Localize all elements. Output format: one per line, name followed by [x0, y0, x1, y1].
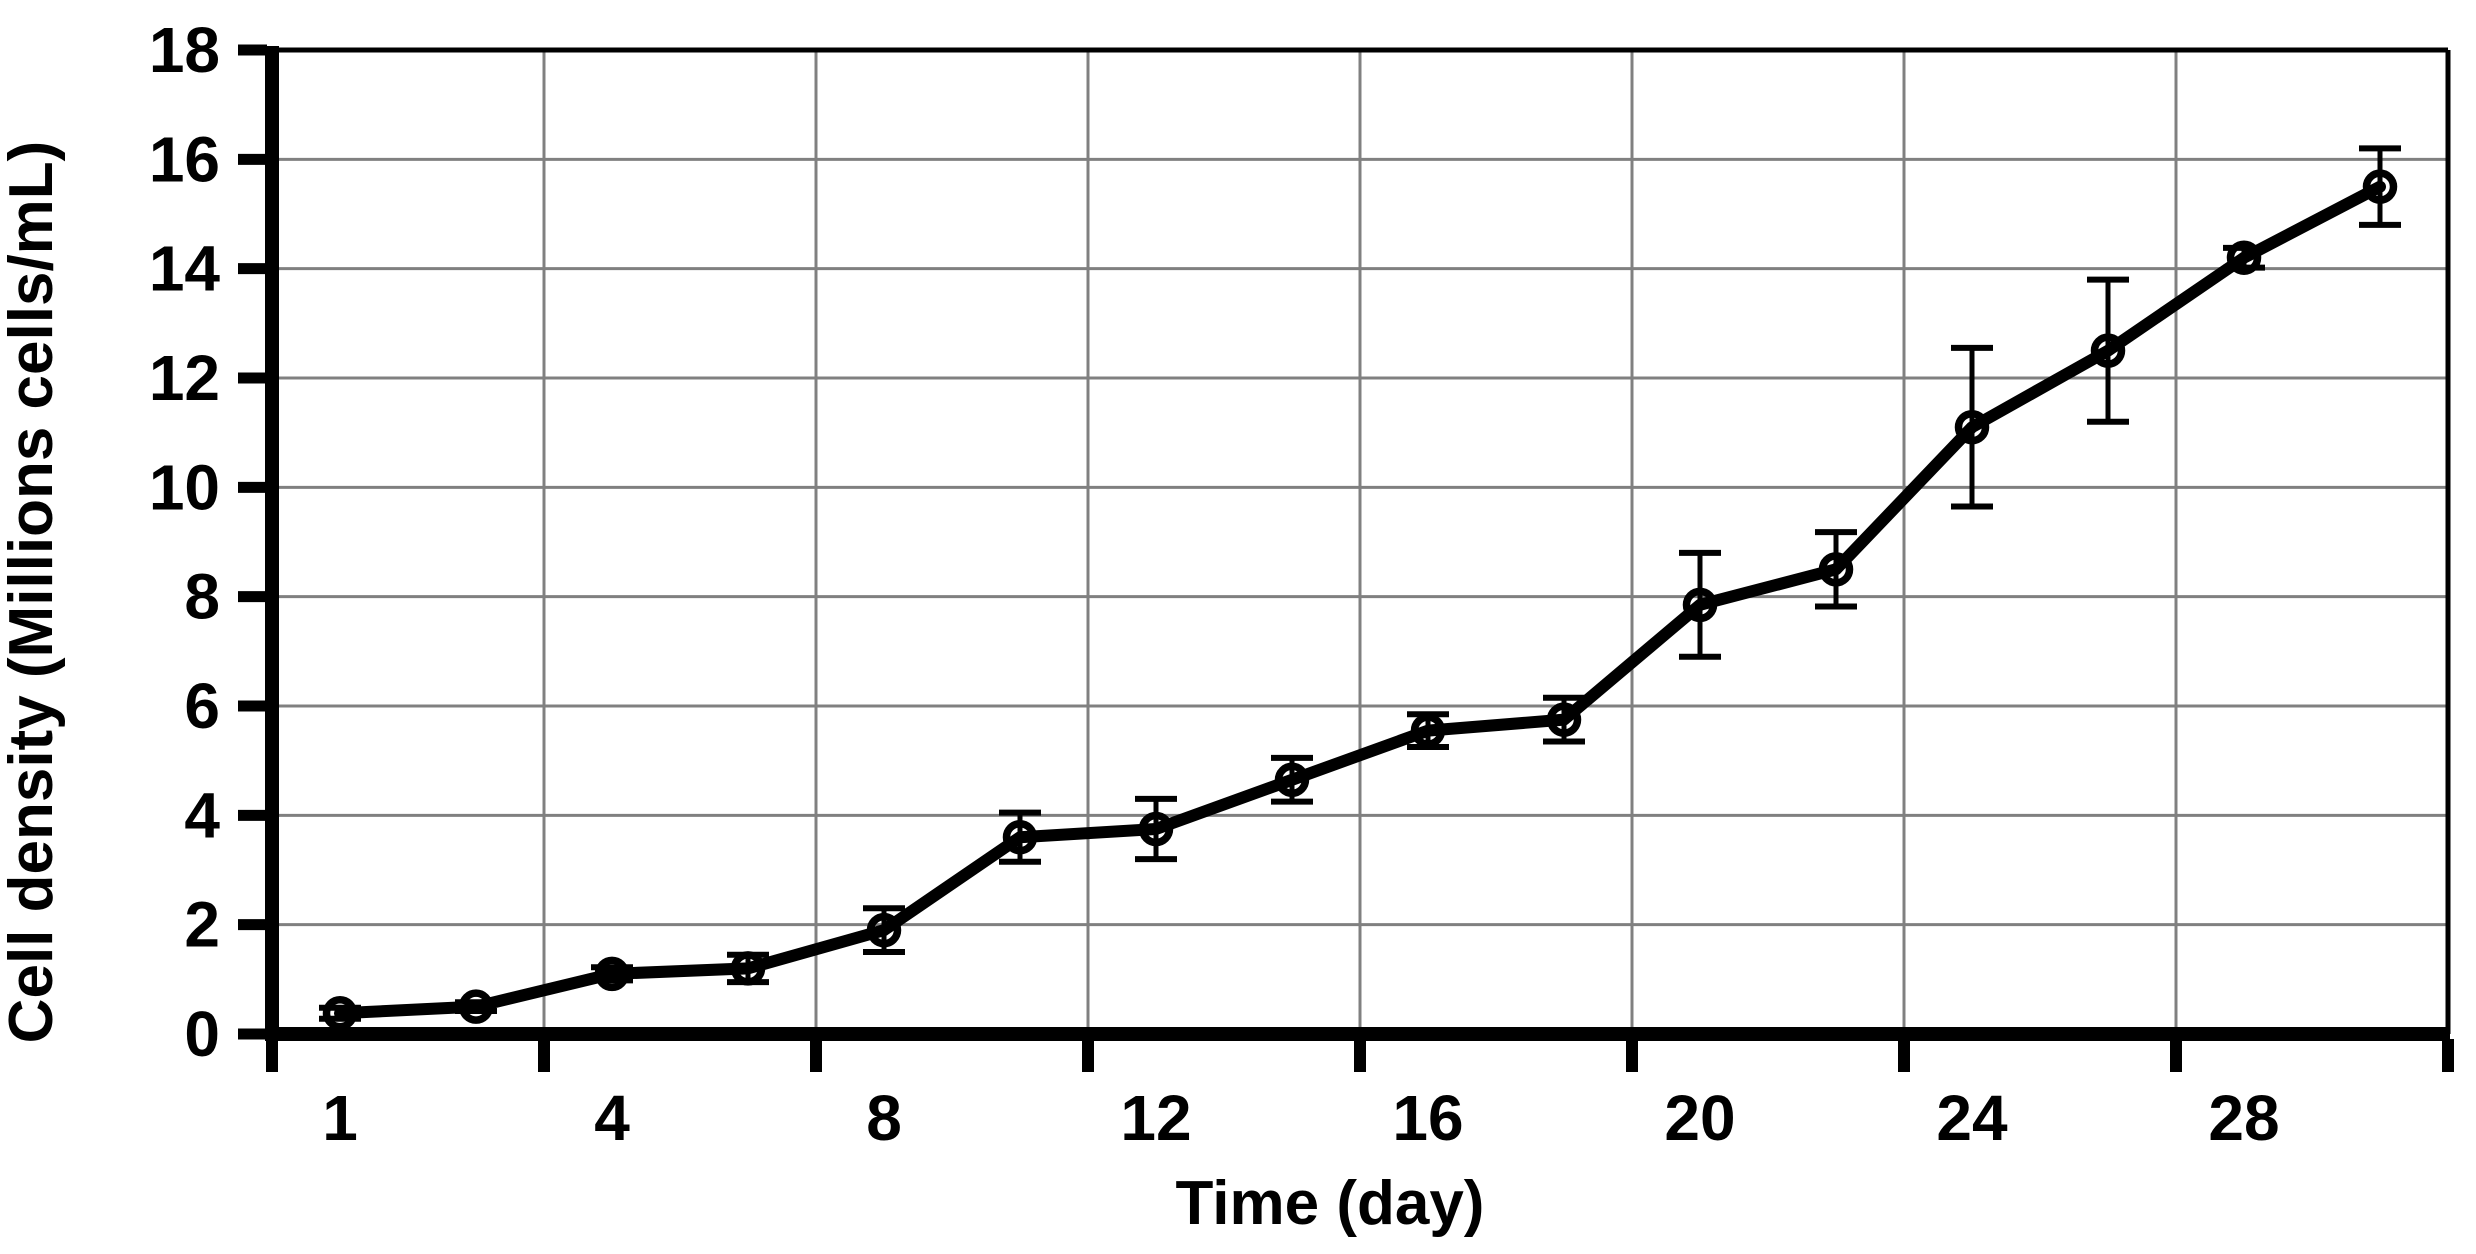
x-tick-label: 8	[866, 1082, 902, 1154]
y-tick-label: 6	[184, 670, 220, 742]
y-axis-title: Cell density (Millions cells/mL)	[0, 141, 66, 1044]
x-tick-label: 28	[2208, 1082, 2279, 1154]
x-tick-label: 1	[322, 1082, 358, 1154]
series-polyline	[334, 180, 2386, 1020]
y-tick-label: 10	[149, 451, 220, 523]
y-tick-label: 14	[149, 233, 221, 305]
plot-border	[272, 47, 2451, 1034]
axes-and-ticks	[238, 44, 2454, 1072]
data-point-marker	[1138, 811, 1174, 847]
data-point-marker	[2362, 169, 2398, 204]
data-point-marker	[866, 912, 902, 948]
x-axis-title: Time (day)	[1176, 1169, 1485, 1238]
data-point-marker	[594, 956, 630, 992]
gridlines	[272, 50, 2448, 1034]
x-tick-label: 4	[594, 1082, 630, 1154]
data-point-marker	[2090, 333, 2126, 368]
data-point-marker	[458, 989, 494, 1024]
x-tick-label: 24	[1936, 1082, 2008, 1154]
y-tick-label: 12	[149, 342, 220, 414]
data-point-markers	[322, 169, 2398, 1031]
data-point-marker	[1818, 552, 1854, 587]
y-tick-label: 18	[149, 14, 220, 86]
data-point-marker	[1002, 819, 1038, 855]
y-tick-label: 4	[184, 779, 220, 851]
y-tick-label: 16	[149, 123, 220, 195]
x-tick-label: 20	[1664, 1082, 1735, 1154]
data-point-marker	[1546, 702, 1582, 737]
data-point-marker	[1274, 762, 1310, 798]
series-line	[334, 180, 2386, 1020]
data-point-marker	[2226, 240, 2262, 275]
data-point-marker	[1410, 713, 1446, 748]
data-point-marker	[1954, 409, 1990, 445]
data-point-marker	[730, 951, 766, 986]
x-tick-label: 16	[1392, 1082, 1463, 1154]
data-point-marker	[1682, 587, 1718, 623]
data-point-marker	[322, 995, 358, 1031]
y-tick-label: 0	[184, 998, 220, 1070]
x-tick-label: 12	[1120, 1082, 1191, 1154]
y-tick-label: 8	[184, 561, 220, 633]
y-tick-label: 2	[184, 889, 220, 961]
